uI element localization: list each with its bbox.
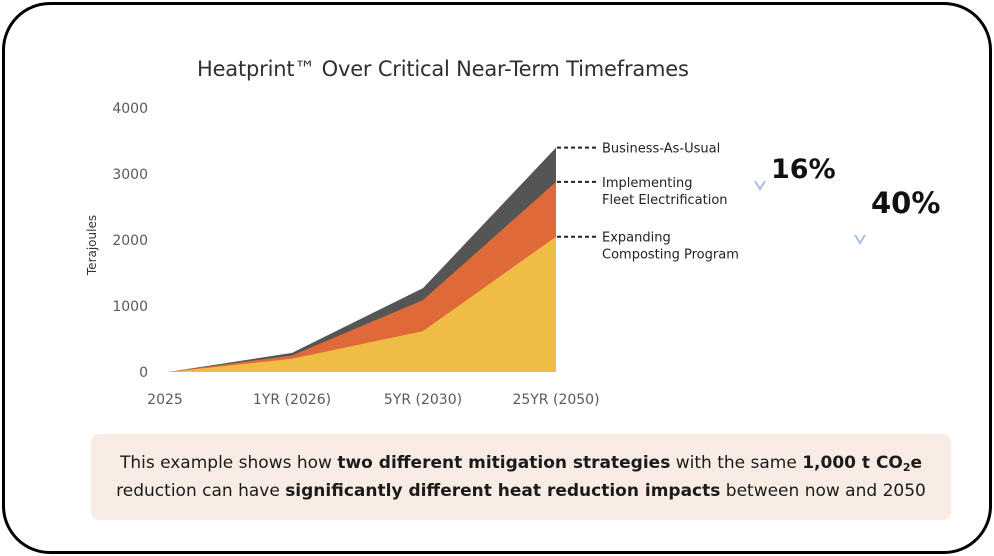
y-tick-label: 3000 (112, 167, 148, 183)
series-label: Composting Program (602, 248, 739, 263)
series-label: Expanding (602, 231, 671, 246)
caption-bold1: two different mitigation strategies (337, 453, 671, 473)
y-tick-label: 0 (139, 365, 148, 381)
y-axis-title: Terajoules (85, 215, 99, 276)
area-chart: 0 1000 2000 3000 4000 Terajoules 2025 1YR (2026… (85, 101, 940, 408)
series-label: Business-As-Usual (602, 142, 720, 157)
caption-bold2: 1,000 t CO2e (802, 453, 923, 474)
chart-title: Heatprint™ Over Critical Near-Term Timef… (197, 57, 689, 81)
caption-box: This example shows how two different mit… (91, 434, 951, 520)
caption-bold3: significantly different heat reduction i… (285, 481, 721, 501)
x-tick-label: 25YR (2050) (512, 392, 599, 408)
x-tick-label: 2025 (147, 392, 183, 408)
caption-part4: between now and 2050 (720, 481, 926, 501)
caption-part3: reduction can have (116, 481, 286, 501)
caption-part2: with the same (670, 453, 803, 473)
y-tick-label: 4000 (112, 101, 148, 117)
series-label: Fleet Electrification (602, 193, 728, 208)
reduction-label: 16% (771, 154, 836, 185)
caption-text: This example shows how two different mit… (116, 449, 926, 505)
y-tick-label: 2000 (112, 233, 148, 249)
reduction-arrow-head (754, 180, 766, 191)
caption-part1: This example shows how (119, 453, 338, 473)
x-tick-label: 1YR (2026) (253, 392, 331, 408)
series-label: Implementing (602, 176, 692, 191)
area-series-2 (168, 236, 556, 372)
reduction-label: 40% (871, 186, 940, 220)
y-tick-label: 1000 (112, 299, 148, 315)
reduction-arrow-head (854, 234, 866, 245)
x-tick-label: 5YR (2030) (384, 392, 462, 408)
